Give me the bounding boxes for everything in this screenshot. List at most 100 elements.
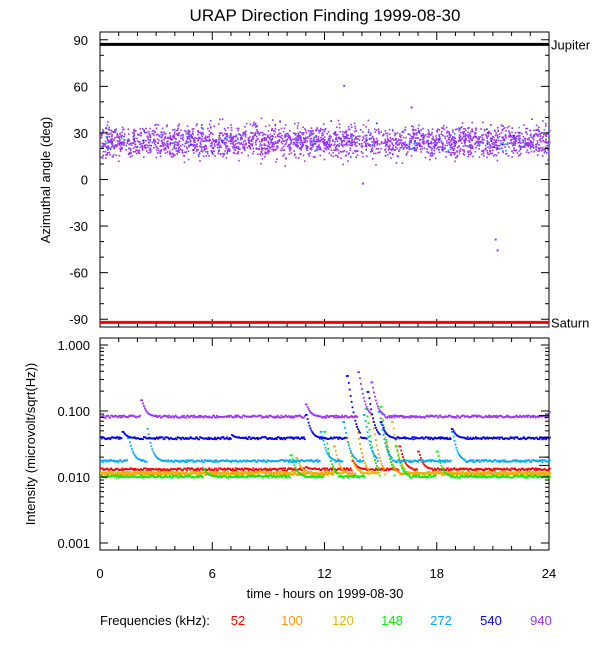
intensity-point <box>499 468 502 470</box>
azimuth-point <box>453 136 455 139</box>
azimuth-point <box>450 154 453 157</box>
azimuth-point <box>468 140 471 142</box>
azimuth-point <box>494 153 496 156</box>
intensity-point <box>206 472 209 475</box>
azimuth-point <box>167 136 169 139</box>
intensity-point <box>107 473 110 476</box>
intensity-point <box>534 474 536 477</box>
azimuth-point <box>127 128 130 131</box>
azimuth-point <box>263 155 266 158</box>
azimuth-point <box>521 132 523 135</box>
azimuth-point <box>254 134 256 136</box>
azimuth-point <box>300 137 302 139</box>
intensity-point <box>303 472 306 475</box>
intensity-point <box>224 475 227 477</box>
intensity-point <box>512 473 515 476</box>
intensity-point <box>126 470 128 473</box>
azimuth-point <box>139 141 141 143</box>
azimuth-point <box>122 141 125 143</box>
intensity-point <box>459 474 461 476</box>
azimuth-point <box>361 145 364 147</box>
intensity-point <box>490 471 492 473</box>
azimuth-point <box>445 126 448 129</box>
intensity-point <box>332 473 334 476</box>
azimuth-point <box>500 131 503 134</box>
intensity-point <box>437 467 440 470</box>
azimuth-point <box>392 138 395 141</box>
azimuth-point <box>484 133 487 136</box>
azimuth-point <box>164 147 167 149</box>
intensity-point <box>496 472 499 474</box>
intensity-point <box>386 448 388 451</box>
azimuth-point <box>544 148 547 150</box>
azimuth-point <box>251 144 253 147</box>
azimuth-point <box>401 146 403 149</box>
intensity-point <box>387 449 389 452</box>
intensity-point <box>283 471 286 474</box>
azimuth-point <box>318 129 320 132</box>
azimuth-point <box>339 138 342 141</box>
azimuth-point <box>163 142 166 144</box>
azimuth-point <box>205 147 208 150</box>
intensity-point <box>495 476 498 479</box>
azimuth-point <box>446 130 449 133</box>
intensity-point <box>347 467 349 470</box>
azimuth-point <box>296 143 299 146</box>
intensity-point <box>353 475 356 478</box>
intensity-point <box>203 469 206 471</box>
azimuth-point <box>102 145 105 147</box>
intensity-point <box>513 468 516 471</box>
azimuth-point <box>519 137 521 140</box>
intensity-point <box>248 468 251 470</box>
intensity-point <box>427 476 430 479</box>
azimuth-point <box>229 135 232 137</box>
intensity-point <box>137 471 140 474</box>
intensity-point <box>451 472 454 475</box>
intensity-point <box>502 474 504 477</box>
azimuth-point <box>455 141 458 144</box>
azimuth-point <box>102 131 104 134</box>
azimuth-point <box>443 128 446 131</box>
azimuth-point <box>387 138 390 141</box>
intensity-point <box>224 473 227 476</box>
intensity-point <box>194 469 197 472</box>
azimuth-point <box>336 134 339 136</box>
intensity-point <box>115 474 117 477</box>
intensity-point <box>174 471 177 474</box>
azimuth-point <box>345 135 347 138</box>
intensity-point <box>549 467 551 470</box>
intensity-point <box>189 471 192 473</box>
azimuth-point <box>464 134 467 137</box>
azimuth-point <box>106 146 109 148</box>
azimuth-point <box>459 128 462 131</box>
azimuth-point <box>249 139 251 142</box>
azimuth-point <box>508 135 510 138</box>
azimuth-point <box>338 142 341 145</box>
intensity-point <box>289 459 291 461</box>
intensity-point <box>450 476 453 478</box>
intensity-point <box>537 473 540 476</box>
intensity-point <box>161 459 164 462</box>
azimuth-point <box>305 146 308 148</box>
azimuth-point <box>367 128 370 131</box>
azimuth-point <box>279 135 281 138</box>
azimuth-point <box>317 140 319 143</box>
intensity-point <box>547 469 549 471</box>
azimuth-point <box>170 153 172 155</box>
azimuth-point <box>245 130 247 132</box>
azimuth-point <box>310 141 313 144</box>
azimuth-point <box>506 142 509 144</box>
intensity-point <box>334 460 337 463</box>
azimuth-point <box>263 138 266 140</box>
intensity-point <box>119 471 122 474</box>
azimuth-point <box>290 152 293 154</box>
azimuth-point <box>224 138 227 140</box>
intensity-point <box>210 472 213 475</box>
azimuth-point <box>201 135 203 138</box>
azimuth-point <box>314 143 317 145</box>
azimuth-point <box>307 153 310 156</box>
azimuth-point <box>504 135 507 138</box>
azimuth-point <box>354 150 357 153</box>
azimuth-point <box>249 146 251 149</box>
azimuth-point <box>185 140 188 142</box>
